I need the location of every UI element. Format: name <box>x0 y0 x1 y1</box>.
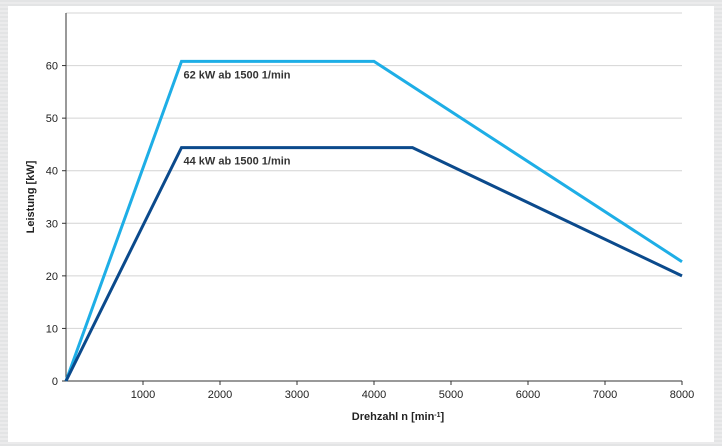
y-tick-label: 20 <box>46 271 58 283</box>
x-tick-label: 7000 <box>593 389 617 401</box>
x-axis-label-bracket: ] <box>441 411 445 423</box>
y-axis-label: Leistung [kW] <box>25 160 37 233</box>
curve-annotation: 62 kW ab 1500 1/min <box>184 69 291 81</box>
x-tick-label: 5000 <box>439 389 463 401</box>
axes <box>62 13 683 385</box>
x-tick-label: 3000 <box>285 389 309 401</box>
series-line-1 <box>64 59 683 382</box>
x-axis-label-superscript: -1 <box>434 412 440 419</box>
y-tick-label: 60 <box>46 61 58 73</box>
curve-annotation: 44 kW ab 1500 1/min <box>184 156 291 168</box>
y-tick-label: 30 <box>46 218 58 230</box>
x-tick-label: 2000 <box>208 389 232 401</box>
x-tick-label: 1000 <box>131 389 155 401</box>
y-tick-label: 50 <box>46 113 58 125</box>
y-tick-label: 10 <box>46 323 58 335</box>
x-tick-label: 6000 <box>516 389 540 401</box>
y-tick-label: 0 <box>52 376 58 388</box>
y-tick-label: 40 <box>46 166 58 178</box>
x-tick-label: 8000 <box>670 389 694 401</box>
series-line-2 <box>64 146 683 382</box>
annotations: 62 kW ab 1500 1/min 44 kW ab 1500 1/min <box>184 69 291 167</box>
x-axis-label: Drehzahl n [min-1] <box>352 411 445 423</box>
tick-labels: 0 10 20 30 40 50 60 1000 2000 3000 4000 5000 6000 700… <box>46 61 694 401</box>
x-tick-label: 4000 <box>362 389 386 401</box>
power-curve-chart: 0 10 20 30 40 50 60 1000 2000 3000 4000 5000 6000 700… <box>25 12 694 423</box>
chart-panel: 0 10 20 30 40 50 60 1000 2000 3000 4000 5000 6000 700… <box>8 6 714 442</box>
series-lines <box>64 59 683 382</box>
